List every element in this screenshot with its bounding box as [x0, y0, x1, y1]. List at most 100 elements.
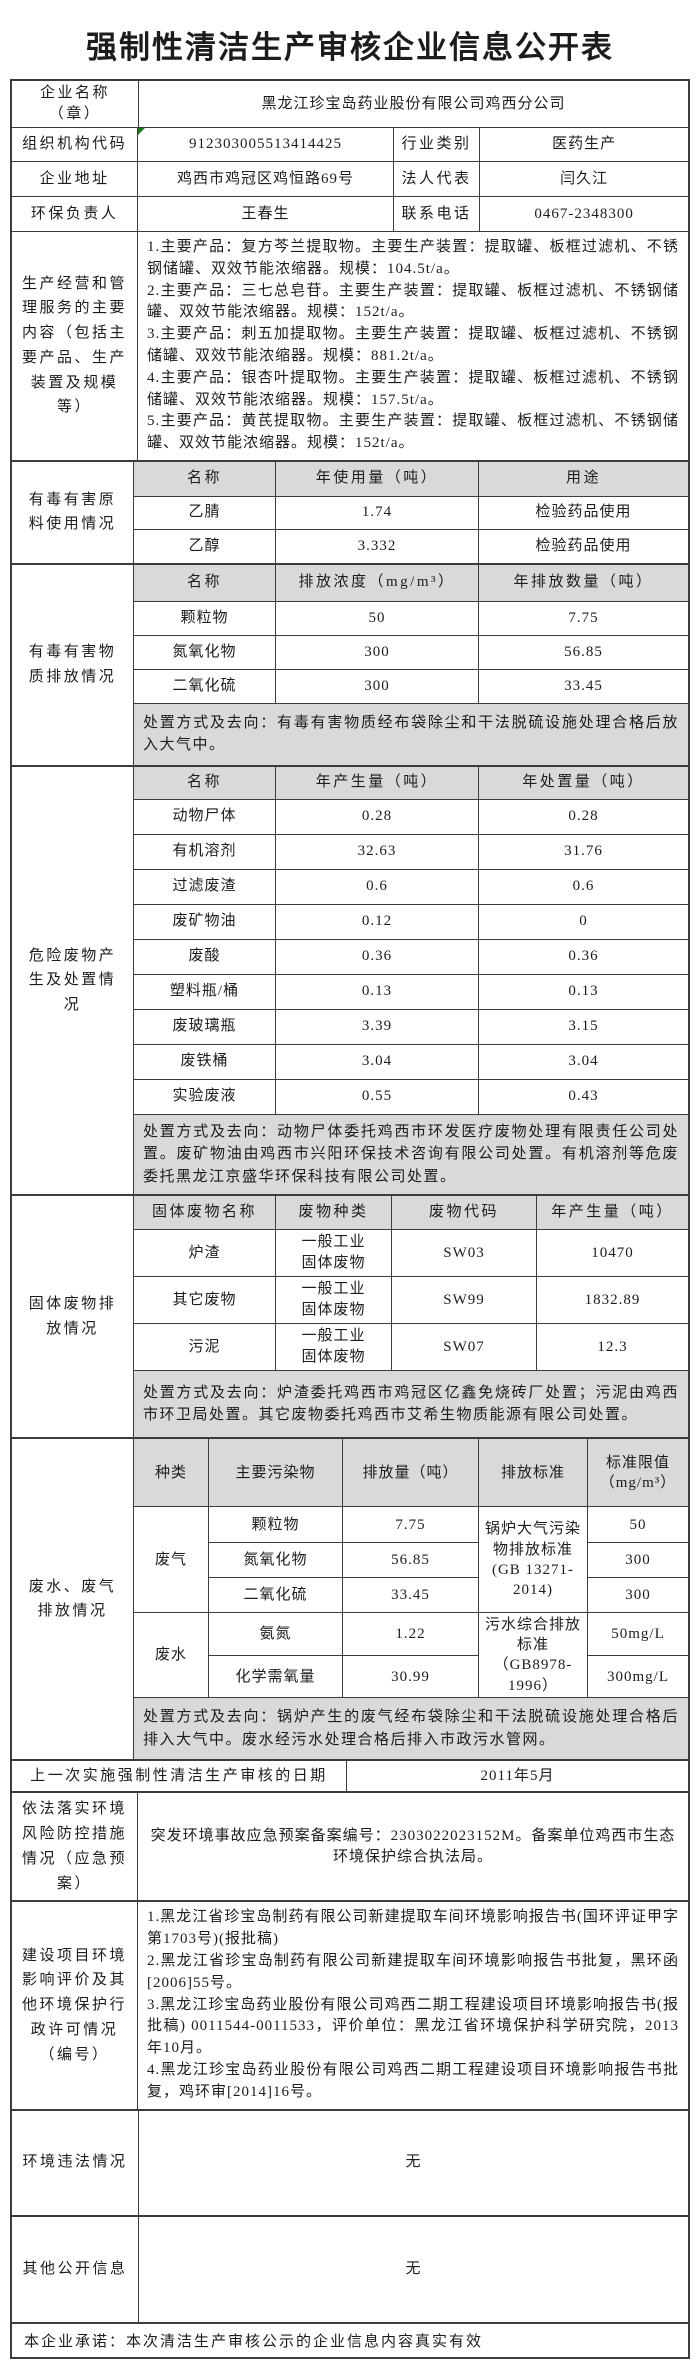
- table-row: 动物尸体 0.28 0.28: [134, 798, 688, 834]
- env-officer-value: 王春生: [137, 197, 392, 231]
- other-info-row: 其他公开信息 无: [12, 2214, 688, 2322]
- annual-produced: 0.6: [275, 869, 478, 904]
- annual-produced: 0.36: [275, 939, 478, 974]
- toxic-emission-label: 有毒有害物质排放情况: [12, 564, 134, 765]
- emissions-header-row: 种类 主要污染物 排放量（吨） 排放标准 标准限值 （mg/m³）: [134, 1439, 688, 1507]
- toxic-raw-label: 有毒有害原料使用情况: [12, 461, 134, 563]
- company-name-label: 企业名称（章）: [39, 85, 110, 122]
- emission-amount: 33.45: [342, 1577, 478, 1613]
- page-title: 强制性清洁生产审核企业信息公开表: [86, 30, 614, 65]
- annual-disposed: 0.36: [478, 939, 688, 974]
- waste-name: 动物尸体: [172, 808, 237, 825]
- waste-code: SW07: [391, 1324, 536, 1371]
- construction-body: 1.黑龙江省珍宝岛制药有限公司新建提取车间环境影响报告书(国环评证甲字第1703…: [138, 1902, 688, 2108]
- table-row: 乙腈 1.74 检验药品使用: [134, 495, 688, 529]
- column-header: 名称: [186, 470, 222, 487]
- legal-rep-value: 闫久江: [479, 162, 688, 196]
- annual-disposed: 31.76: [478, 834, 688, 869]
- hazardous-waste-label: 危险废物产生及处置情况: [12, 766, 134, 1195]
- phone-value: 0467-2348300: [479, 197, 688, 231]
- last-audit-label: 上一次实施强制性清洁生产审核的日期: [30, 1767, 328, 1784]
- column-header: 年产生量（吨）: [275, 766, 478, 799]
- promise-row: 本企业承诺：本次清洁生产审核公示的企业信息内容真实有效: [12, 2321, 688, 2357]
- column-header: 名称: [186, 774, 222, 791]
- production-line: 5.主要产品：黄芪提取物。主要生产装置：提取罐、板框过滤机、不锈钢储罐、双效节能…: [147, 413, 679, 452]
- emission-type: 废气: [154, 1551, 187, 1568]
- emissions-body: 种类 主要污染物 排放量（吨） 排放标准 标准限值 （mg/m³） 废气 颗粒物…: [134, 1439, 688, 1760]
- construction-line: 3.黑龙江珍宝岛药业股份有限公司鸡西二期工程建设项目环境影响报告书(报批稿) 0…: [147, 1996, 679, 2057]
- annual-usage: 3.332: [275, 529, 478, 563]
- waste-name: 过滤废渣: [172, 878, 237, 895]
- annual-produced: 12.3: [536, 1324, 688, 1371]
- emission-concentration: 300: [275, 635, 478, 669]
- emergency-label: 依法落实环境风险防控措施情况（应急预案）: [12, 1793, 138, 1901]
- disposal-note: 处置方式及去向：锅炉产生的废气经布袋除尘和干法脱硫设施处理合格后排入大气中。废水…: [134, 1697, 688, 1760]
- usage-purpose: 检验药品使用: [478, 529, 688, 563]
- hazardous-waste-section: 危险废物产生及处置情况 名称 年产生量（吨） 年处置量（吨） 动物尸体 0.28…: [12, 764, 688, 1195]
- disposal-note: 处置方式及去向：炉渣委托鸡西市鸡冠区亿鑫免烧砖厂处置；污泥由鸡西市环卫局处置。其…: [134, 1370, 688, 1438]
- emissions-grid: 废气 颗粒物 7.75 锅炉大气污染 物排放标准 (GB 13271- 2014…: [134, 1506, 688, 1698]
- waste-name: 废酸: [188, 948, 221, 965]
- annual-disposed: 0: [478, 904, 688, 939]
- violation-value: 无: [138, 2110, 688, 2215]
- waste-name: 实验废液: [172, 1088, 237, 1105]
- construction-line: 1.黑龙江省珍宝岛制药有限公司新建提取车间环境影响报告书(国环评证甲字第1703…: [147, 1909, 679, 1948]
- toxic-raw-section: 有毒有害原料使用情况 名称 年使用量（吨） 用途 乙腈 1.74 检验药品使用 …: [12, 459, 688, 563]
- annual-disposed: 3.04: [478, 1044, 688, 1079]
- table-row: 颗粒物 50 7.75: [134, 600, 688, 635]
- production-line: 2.主要产品：三七总皂苷。主要生产装置：提取罐、板框过滤机、不锈钢储罐、双效节能…: [147, 282, 679, 321]
- column-header: 主要污染物: [208, 1439, 342, 1507]
- annual-disposed: 0.28: [478, 799, 688, 834]
- emissions-section: 废水、废气排放情况 种类 主要污染物 排放量（吨） 排放标准 标准限值 （mg/…: [12, 1437, 688, 1760]
- column-header: 排放标准: [478, 1439, 587, 1507]
- emergency-body: 突发环境事故应急预案备案编号：2303022023152M。备案单位鸡西市生态环…: [138, 1793, 688, 1900]
- table-row: 乙醇 3.332 检验药品使用: [134, 528, 688, 563]
- material-name: 乙醇: [188, 537, 221, 554]
- table-row: 炉渣 一般工业 固体废物 SW03 10470: [134, 1229, 688, 1277]
- construction-content: 1.黑龙江省珍宝岛制药有限公司新建提取车间环境影响报告书(国环评证甲字第1703…: [138, 1902, 688, 2108]
- industry-label: 行业类别: [392, 128, 480, 161]
- violation-row: 环境违法情况 无: [12, 2108, 688, 2215]
- excel-flag-icon: [138, 128, 146, 135]
- address-value: 鸡西市鸡冠区鸡恒路69号: [137, 162, 392, 196]
- construction-line: 4.黑龙江珍宝岛药业股份有限公司鸡西二期工程建设项目环境影响报告书批复，鸡环审[…: [147, 2062, 679, 2100]
- annual-produced: 3.04: [275, 1044, 478, 1079]
- emission-amount: 56.85: [342, 1542, 478, 1578]
- production-content: 1.主要产品：复方芩兰提取物。主要生产装置：提取罐、板框过滤机、不锈钢储罐、双效…: [138, 232, 688, 460]
- emission-concentration: 50: [275, 601, 478, 635]
- legal-rep-label: 法人代表: [392, 162, 480, 196]
- solid-waste-name: 其它废物: [172, 1291, 237, 1308]
- column-header: 年排放数量（吨）: [478, 564, 688, 601]
- waste-category: 一般工业 固体废物: [275, 1230, 391, 1277]
- annual-disposed: 0.6: [478, 869, 688, 904]
- standard-limit: 300: [587, 1542, 688, 1578]
- waste-name: 废铁桶: [180, 1053, 229, 1070]
- table-row: 废矿物油 0.12 0: [134, 903, 688, 939]
- disposal-note: 处置方式及去向：有毒有害物质经布袋除尘和干法脱硫设施处理合格后放入大气中。: [134, 702, 688, 765]
- column-header: 年处置量（吨）: [478, 766, 688, 799]
- column-header: 排放量（吨）: [342, 1439, 478, 1507]
- standard-limit: 300mg/L: [587, 1655, 688, 1698]
- waste-name: 塑料瓶/桶: [169, 983, 240, 1000]
- emission-amount: 30.99: [342, 1655, 478, 1698]
- waste-code: SW99: [391, 1277, 536, 1324]
- pollutant-name: 颗粒物: [180, 609, 229, 626]
- production-line: 4.主要产品：银杏叶提取物。主要生产装置：提取罐、板框过滤机、不锈钢储罐、双效节…: [147, 369, 679, 408]
- solid-waste-header-row: 固体废物名称 废物种类 废物代码 年产生量（吨）: [134, 1196, 688, 1230]
- emergency-value: 突发环境事故应急预案备案编号：2303022023152M。备案单位鸡西市生态环…: [150, 1827, 676, 1865]
- toxic-raw-body: 名称 年使用量（吨） 用途 乙腈 1.74 检验药品使用 乙醇 3.332 检验…: [134, 461, 688, 563]
- hazardous-waste-body: 名称 年产生量（吨） 年处置量（吨） 动物尸体 0.28 0.28 有机溶剂 3…: [134, 766, 688, 1195]
- org-code-text: 912303005513414425: [189, 136, 342, 152]
- toxic-emission-header-row: 名称 排放浓度（mg/m³） 年排放数量（吨）: [134, 564, 688, 601]
- emission-concentration: 300: [275, 669, 478, 703]
- column-header: 标准限值 （mg/m³）: [587, 1439, 688, 1507]
- production-section: 生产经营和管理服务的主要内容（包括主要产品、生产装置及规模等） 1.主要产品：复…: [12, 231, 688, 460]
- env-officer-label: 环保负责人: [30, 205, 119, 222]
- production-line: 1.主要产品：复方芩兰提取物。主要生产装置：提取罐、板框过滤机、不锈钢储罐、双效…: [147, 239, 679, 277]
- solid-waste-name: 污泥: [188, 1338, 221, 1355]
- officer-row: 环保负责人 王春生 联系电话 0467-2348300: [12, 196, 688, 231]
- pollutant-name: 化学需氧量: [208, 1655, 342, 1698]
- annual-disposed: 0.13: [478, 974, 688, 1009]
- usage-purpose: 检验药品使用: [478, 496, 688, 529]
